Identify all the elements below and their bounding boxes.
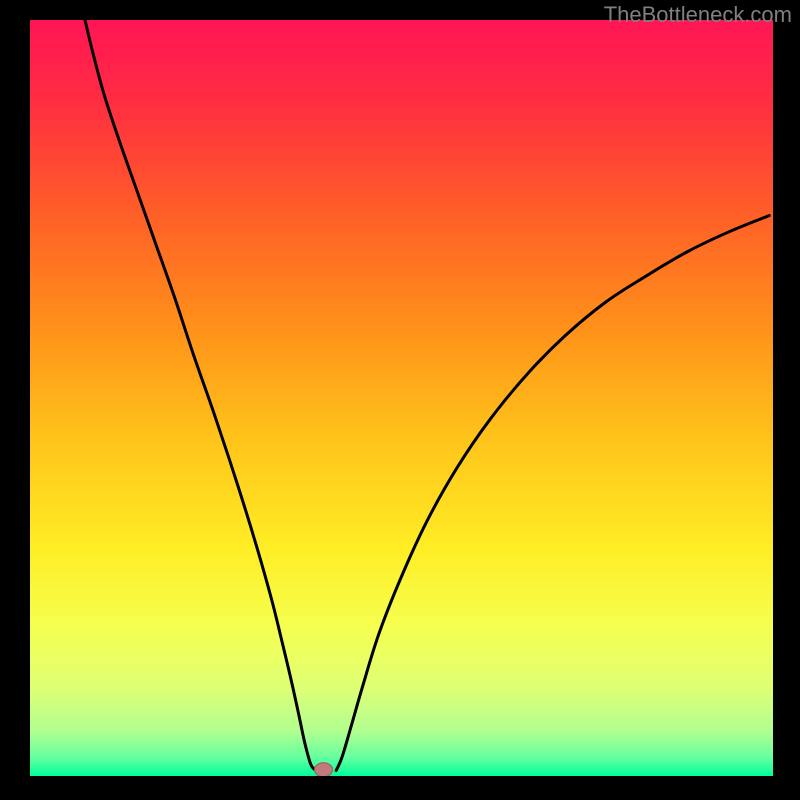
curve-right-branch (336, 216, 769, 771)
curve-left-branch (85, 20, 316, 770)
chart-container: TheBottleneck.com (0, 0, 800, 800)
watermark-text: TheBottleneck.com (604, 2, 792, 28)
plot-area (30, 20, 773, 776)
minimum-marker (314, 763, 332, 776)
curve-layer (30, 20, 773, 776)
